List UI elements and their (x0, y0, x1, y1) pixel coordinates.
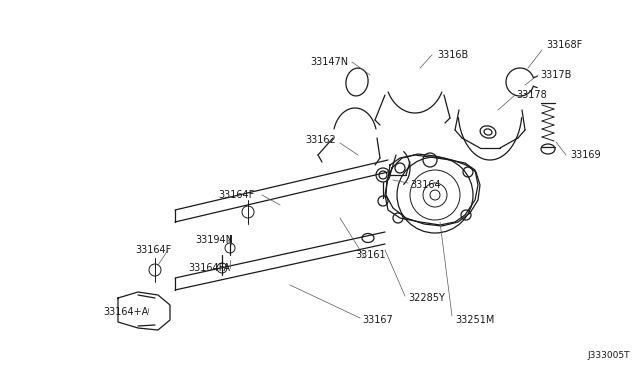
Circle shape (376, 168, 390, 182)
Text: 33169: 33169 (570, 150, 600, 160)
Text: 3316B: 3316B (437, 50, 468, 60)
Text: 33178: 33178 (516, 90, 547, 100)
Text: 3317B: 3317B (540, 70, 572, 80)
Text: 33164F: 33164F (135, 245, 172, 255)
Text: 33168F: 33168F (546, 40, 582, 50)
Circle shape (430, 190, 440, 200)
Text: 32285Y: 32285Y (408, 293, 445, 303)
Text: 33162: 33162 (305, 135, 336, 145)
Text: 33161: 33161 (355, 250, 386, 260)
Text: 33164+A: 33164+A (103, 307, 148, 317)
Text: 33164FA: 33164FA (188, 263, 230, 273)
Text: 33164: 33164 (410, 180, 440, 190)
Text: 33167: 33167 (362, 315, 393, 325)
Text: 33251M: 33251M (455, 315, 494, 325)
Text: 33164F: 33164F (218, 190, 254, 200)
Text: 33147N: 33147N (310, 57, 348, 67)
Text: J333005T: J333005T (588, 351, 630, 360)
Text: 33194N: 33194N (195, 235, 233, 245)
